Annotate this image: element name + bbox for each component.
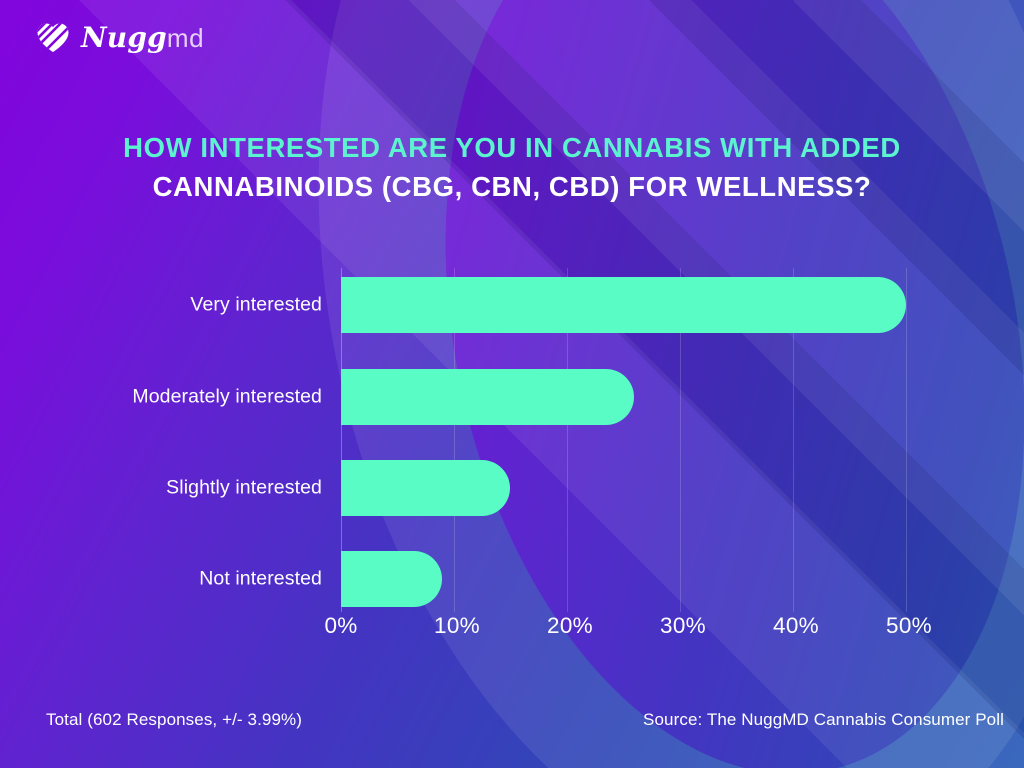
brand-name-secondary: md xyxy=(166,23,205,53)
category-label: Not interested xyxy=(199,567,322,590)
heart-striped-icon xyxy=(37,23,69,52)
xtick-label-1: 10% xyxy=(434,613,480,638)
xtick-label-5: 50% xyxy=(886,613,932,638)
gridline-0 xyxy=(341,268,342,612)
table-row: Not interested xyxy=(0,551,1024,607)
gridline-30 xyxy=(680,268,681,612)
xtick-label-0: 0% xyxy=(324,613,358,638)
title-line-2: CANNABINOIDS (CBG, CBN, CBD) FOR WELLNES… xyxy=(152,171,872,202)
table-row: Slightly interested xyxy=(0,460,1024,516)
xtick-label-4: 40% xyxy=(773,613,819,638)
bar-not-interested xyxy=(341,551,442,607)
footer-source: Source: The NuggMD Cannabis Consumer Pol… xyxy=(643,710,1004,729)
category-label: Slightly interested xyxy=(166,476,322,499)
xtick-label-3: 30% xyxy=(660,613,706,638)
table-row: Moderately interested xyxy=(0,369,1024,425)
footer-total: Total (602 Responses, +/- 3.99%) xyxy=(46,710,302,729)
brand-wordmark: Nuggmd xyxy=(81,24,204,52)
bar-very-interested xyxy=(341,277,906,333)
category-label: Moderately interested xyxy=(132,385,322,408)
page-title: HOW INTERESTED ARE YOU IN CANNABIS WITH … xyxy=(0,128,1024,206)
gridline-10 xyxy=(454,268,455,612)
xtick-label-2: 20% xyxy=(547,613,593,638)
table-row: Very interested xyxy=(0,277,1024,333)
category-label: Very interested xyxy=(190,293,322,316)
brand-logo[interactable]: Nuggmd xyxy=(36,22,204,54)
bar-slightly-interested xyxy=(341,460,510,516)
gridline-20 xyxy=(567,268,568,612)
gridline-50 xyxy=(906,268,907,612)
brand-name-primary: Nugg xyxy=(81,21,167,54)
gridline-40 xyxy=(793,268,794,612)
title-line-1: HOW INTERESTED ARE YOU IN CANNABIS WITH … xyxy=(123,132,901,163)
bar-moderately-interested xyxy=(341,369,634,425)
